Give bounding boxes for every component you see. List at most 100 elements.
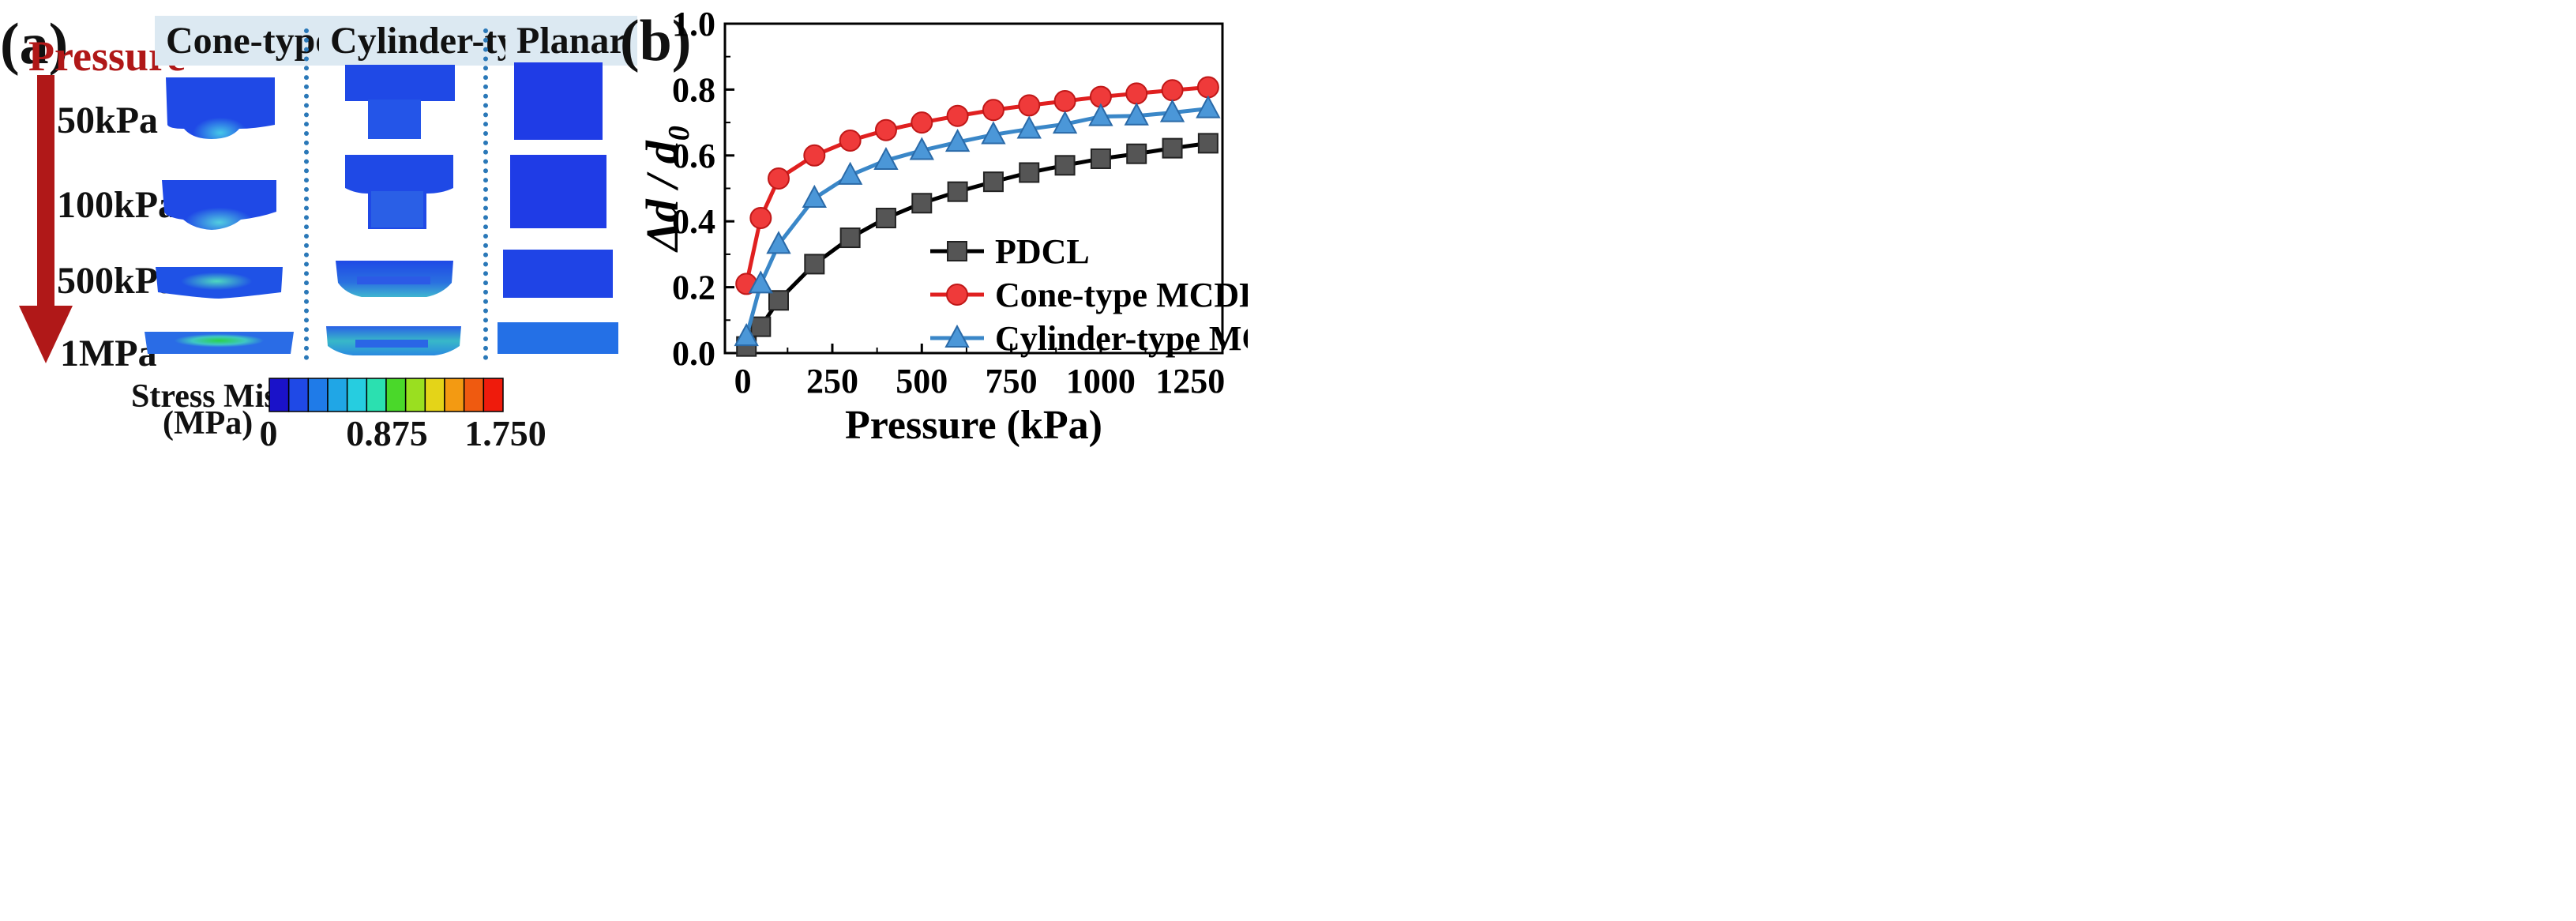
colorbar-tick-label: 0.875 — [346, 413, 428, 453]
data-point — [946, 284, 968, 306]
colorbar-segment — [268, 378, 290, 412]
cone-type-100kpa — [162, 180, 276, 230]
y-tick-label: 0.2 — [672, 269, 715, 307]
x-tick-label: 1250 — [1155, 362, 1225, 400]
data-point — [1197, 133, 1219, 154]
data-point — [1196, 76, 1219, 99]
data-point — [874, 118, 897, 141]
cone-type-500kpa — [156, 267, 283, 299]
data-point — [1162, 137, 1183, 159]
data-point — [1088, 103, 1113, 126]
x-tick-label: 1000 — [1066, 362, 1136, 400]
data-point — [1090, 148, 1111, 169]
data-point — [911, 111, 933, 134]
data-point — [873, 146, 899, 171]
data-point — [768, 290, 789, 311]
data-point — [839, 130, 862, 152]
y-tick-label: 1.0 — [672, 5, 715, 43]
legend-item: PDCL — [930, 232, 1090, 271]
colorbar-segment — [483, 378, 504, 412]
data-point — [837, 161, 863, 185]
line-chart: 0.0 0.2 0.4 0.6 0.8 1.0 0 250 500 750 1000 1250 Pres… — [636, 5, 1248, 448]
data-point — [909, 137, 934, 160]
cylinder-type-50kpa — [345, 65, 455, 139]
colorbar-segment — [424, 378, 445, 412]
data-point — [839, 227, 861, 249]
series-cylinder-type-mcdl — [734, 95, 1221, 347]
legend-item: Cone-type MCDL — [930, 276, 1248, 314]
series-line — [745, 141, 1209, 348]
data-point — [1019, 162, 1040, 183]
data-point — [748, 270, 773, 294]
data-point — [982, 99, 1004, 122]
colorbar-segment — [463, 378, 485, 412]
data-point — [947, 181, 968, 202]
x-axis-title: Pressure (kPa) — [845, 403, 1102, 448]
data-point — [803, 144, 826, 167]
column-divider — [483, 28, 488, 360]
x-tick-label: 250 — [806, 362, 858, 400]
data-point — [1054, 155, 1076, 176]
planar-50kpa — [514, 62, 603, 140]
data-point — [946, 104, 969, 127]
stress-colorbar — [268, 378, 504, 412]
data-point — [1052, 111, 1078, 134]
planar-1mpa — [498, 322, 618, 354]
colorbar-segment — [385, 378, 407, 412]
data-point — [1126, 143, 1147, 164]
data-point — [1196, 95, 1221, 118]
planar-100kpa — [510, 155, 606, 228]
colorbar-tick-label: 1.750 — [464, 413, 546, 453]
planar-500kpa — [503, 250, 613, 298]
data-point — [734, 323, 759, 347]
data-point — [1053, 89, 1076, 112]
data-point — [981, 121, 1006, 145]
column-divider — [304, 28, 309, 360]
stress-simulation-grid — [145, 62, 618, 355]
x-tick-label: 750 — [986, 362, 1038, 400]
colorbar-segment — [404, 378, 426, 412]
data-point — [911, 193, 933, 214]
data-point — [947, 241, 967, 261]
x-tick-label: 0 — [734, 362, 752, 400]
colorbar-segment — [327, 378, 348, 412]
legend-label: Cylinder-type MCDL — [995, 319, 1248, 358]
column-title-planar: Planar — [505, 16, 637, 66]
colorbar-segment — [287, 378, 310, 412]
colorbar-unit: (MPa) — [163, 405, 253, 442]
series-pdcl — [736, 133, 1219, 357]
legend-label: Cone-type MCDL — [995, 276, 1248, 314]
data-point — [750, 316, 772, 337]
data-point — [982, 171, 1004, 193]
legend-label: PDCL — [995, 232, 1090, 271]
data-point — [1161, 79, 1184, 102]
pressure-level-label: 50kPa — [57, 100, 159, 141]
cylinder-type-1mpa — [326, 326, 461, 355]
data-point — [802, 184, 827, 209]
pressure-level-label: 1MPa — [60, 333, 157, 374]
colorbar-segment — [346, 378, 368, 412]
data-point — [1125, 82, 1148, 105]
column-title-cone: Cone-type — [155, 16, 344, 66]
colorbar-segment — [444, 378, 465, 412]
pressure-level-label: 100kPa — [57, 184, 178, 226]
y-tick-label: 0.0 — [672, 334, 715, 373]
data-point — [1159, 99, 1185, 122]
panel-b-label: (b) — [620, 9, 692, 73]
colorbar-segment — [307, 378, 329, 412]
data-point — [1124, 102, 1149, 126]
cone-type-50kpa — [166, 77, 275, 139]
panel-a-label: (a) — [0, 12, 69, 77]
data-point — [1018, 94, 1041, 117]
pressure-arrow — [19, 75, 73, 363]
cone-type-1mpa — [145, 332, 294, 354]
cylinder-type-500kpa — [336, 261, 453, 297]
data-point — [767, 167, 790, 190]
cylinder-type-100kpa — [345, 155, 453, 229]
data-point — [1016, 115, 1042, 139]
colorbar-tick-label: 0 — [259, 413, 278, 453]
data-point — [766, 231, 791, 254]
data-point — [944, 324, 970, 348]
y-tick-label: 0.8 — [672, 70, 715, 109]
y-tick-label: 0.4 — [672, 202, 715, 241]
